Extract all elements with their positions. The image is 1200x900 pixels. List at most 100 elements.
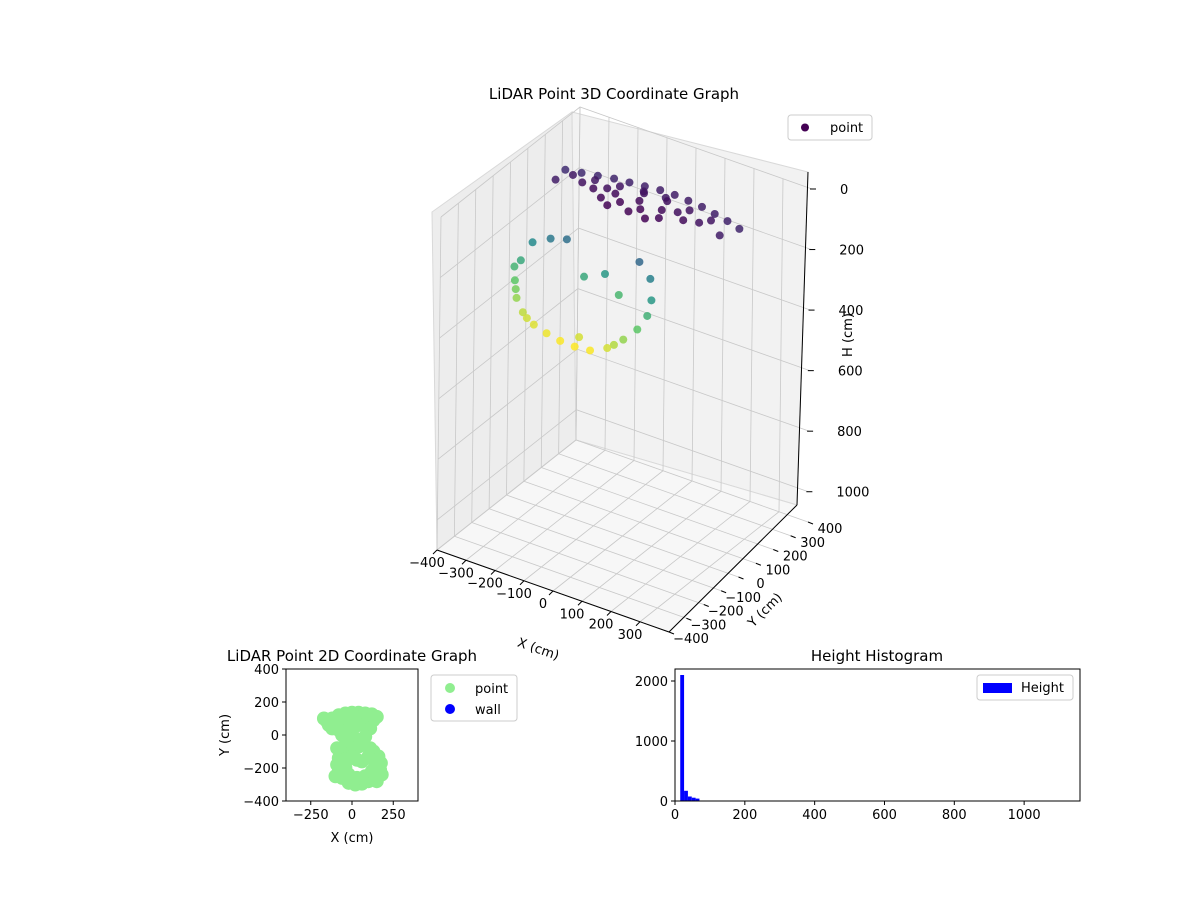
chart-3d-point — [640, 214, 649, 223]
chart-2d-x-tick-label: 0 — [348, 808, 356, 823]
chart-histogram-y-tick-label: 1000 — [635, 735, 668, 750]
chart-3d-point — [603, 344, 612, 353]
chart-3d-point — [603, 201, 612, 210]
chart-3d-y-tick-label: 400 — [818, 522, 843, 537]
chart-3d-x-tick-label: −100 — [496, 587, 532, 602]
chart-3d-legend-box — [787, 114, 873, 141]
chart-2d-y-axis-label: Y (cm) — [218, 714, 233, 757]
chart-3d-point — [586, 346, 595, 355]
chart-2d-legend-marker-wall — [445, 704, 455, 714]
chart-3d-point — [603, 184, 612, 193]
chart-3d-point — [518, 308, 527, 317]
chart-3d-y-tick — [807, 521, 814, 525]
chart-3d-point — [542, 329, 551, 338]
chart-3d-x-tick — [606, 611, 612, 616]
chart-3d-point — [679, 216, 688, 225]
chart-histogram-ticks: 0 200 400 600 800 1000 0 1000 2000 — [635, 675, 1041, 823]
chart-histogram-bar — [687, 796, 692, 801]
chart-3d-y-tick-label: −300 — [691, 618, 727, 633]
chart-2d-y-tick-label: −200 — [243, 762, 279, 777]
chart-3d-z-axis-label: H (cm) — [841, 313, 856, 357]
chart-3d-point — [568, 170, 577, 179]
chart-3d-point — [646, 274, 655, 283]
chart-3d-point — [529, 320, 538, 329]
chart-2d-legend-label-point: point — [475, 682, 508, 697]
chart-2d-point — [328, 769, 343, 784]
chart-3d-point — [551, 175, 560, 184]
chart-3d-x-tick — [548, 590, 554, 596]
chart-3d-z-tick-label: 200 — [839, 244, 864, 259]
chart-3d-x-tick-label: 0 — [539, 597, 547, 612]
chart-3d-x-tick — [635, 621, 641, 627]
chart-3d-x-tick-label: 200 — [589, 618, 614, 633]
chart-3d-legend-marker-point — [801, 123, 809, 132]
chart-3d: LiDAR Point 3D Coordinate Graph −400−300… — [409, 85, 873, 664]
chart-3d-gridline-h — [440, 167, 812, 278]
chart-2d-legend-marker-point — [445, 683, 455, 693]
chart-3d-y-tick-label: −100 — [725, 591, 761, 606]
chart-3d-gridline-y — [523, 148, 757, 564]
chart-3d-point — [643, 311, 652, 320]
chart-3d-point — [615, 182, 624, 191]
chart-histogram-x-tick-label: 800 — [942, 808, 967, 823]
chart-3d-point — [723, 217, 732, 226]
chart-3d-point — [657, 206, 666, 215]
chart-histogram-bar — [691, 797, 696, 801]
chart-3d-point — [511, 285, 520, 294]
chart-histogram-frame — [674, 668, 1081, 802]
chart-histogram-x-tick-label: 1000 — [1008, 808, 1041, 823]
chart-2d-point — [368, 757, 383, 772]
chart-3d-point — [562, 235, 571, 244]
chart-histogram-bar — [695, 798, 700, 801]
chart-3d-point — [546, 234, 555, 243]
chart-2d-x-tick-label: −250 — [293, 808, 329, 823]
chart-2d-point — [363, 741, 378, 756]
chart-3d-x-tick-label: −300 — [438, 566, 474, 581]
chart-histogram-title: Height Histogram — [811, 647, 943, 665]
chart-3d-point — [684, 196, 693, 205]
chart-3d-gridline-y — [488, 175, 722, 592]
chart-2d-y-tick-label: 400 — [254, 663, 279, 678]
chart-histogram-legend-label-height: Height — [1021, 681, 1064, 696]
chart-3d-x-tick-label: 100 — [560, 607, 585, 622]
chart-3d-gridline-y — [506, 161, 739, 578]
chart-3d-point — [516, 256, 525, 265]
chart-3d-gridline-h — [437, 409, 809, 521]
chart-3d-point — [654, 214, 663, 223]
chart-3d-y-tick — [755, 562, 762, 566]
chart-3d-point — [640, 189, 649, 198]
chart-histogram-x-tick-label: 600 — [872, 808, 897, 823]
chart-2d-point — [330, 741, 345, 756]
chart-3d-y-tick — [773, 549, 779, 552]
chart-3d-y-tick — [720, 590, 727, 594]
chart-3d-point — [656, 186, 665, 195]
chart-3d-point — [633, 325, 642, 334]
chart-histogram-legend: Height — [976, 674, 1074, 701]
chart-3d-point — [697, 202, 706, 211]
chart-2d-x-tick-label: 250 — [381, 808, 406, 823]
chart-3d-point — [614, 291, 623, 299]
chart-3d-y-tick-label: 100 — [765, 563, 790, 578]
chart-3d-point — [578, 178, 587, 187]
chart-3d-point — [522, 314, 531, 323]
chart-3d-gridline-y — [540, 134, 774, 550]
chart-3d-y-tick-label: 0 — [756, 577, 764, 592]
chart-histogram-legend-swatch — [983, 683, 1012, 693]
chart-2d-legend: point wall — [430, 674, 518, 722]
chart-3d-z-tick-label: 1000 — [836, 486, 869, 501]
chart-3d-y-tick — [668, 631, 675, 635]
chart-3d-y-tick — [790, 535, 796, 539]
chart-2d-y-tick-label: −400 — [243, 795, 279, 810]
chart-2d-point — [369, 709, 384, 724]
chart-3d-legend: point — [787, 114, 873, 141]
chart-3d-point — [625, 178, 634, 187]
chart-2d-y-tick-label: 200 — [254, 696, 279, 711]
chart-3d-point — [577, 168, 586, 177]
chart-3d-gridline-y — [558, 120, 791, 537]
chart-2d-title: LiDAR Point 2D Coordinate Graph — [227, 647, 477, 665]
chart-histogram-x-tick-label: 0 — [671, 808, 679, 823]
chart-3d-gridline-y — [471, 189, 704, 605]
chart-3d-title: LiDAR Point 3D Coordinate Graph — [489, 85, 739, 103]
